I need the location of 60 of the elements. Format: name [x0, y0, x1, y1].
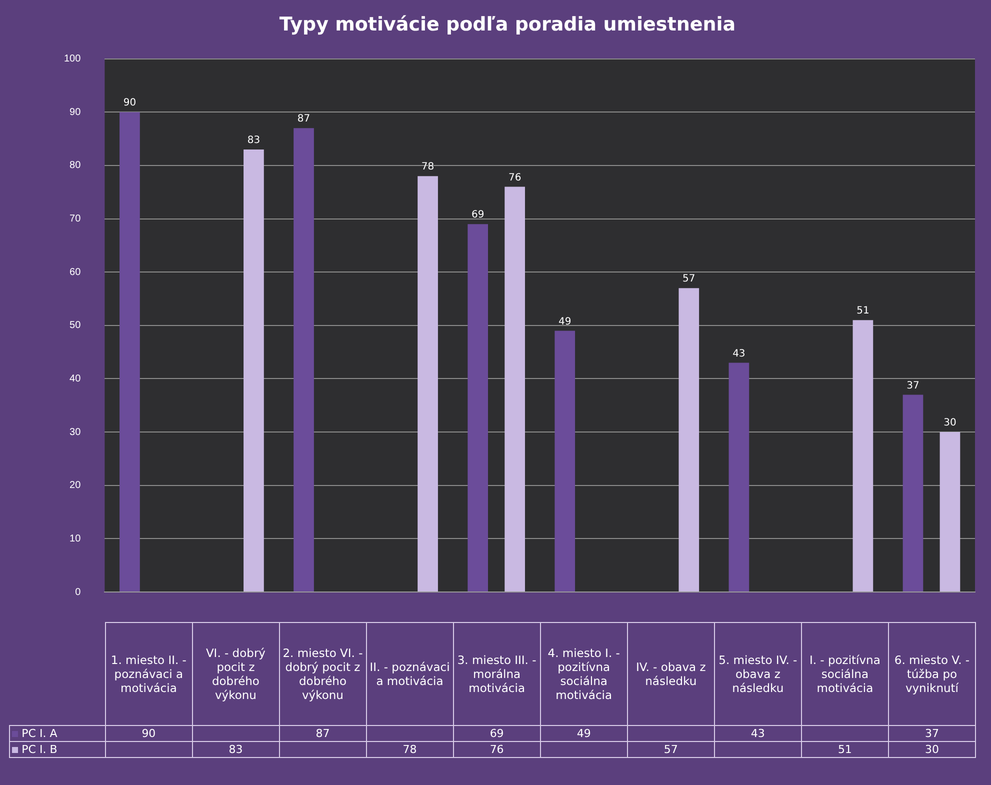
y-tick-label: 40: [70, 373, 82, 384]
text: 51: [801, 742, 888, 758]
text: 49: [540, 726, 628, 742]
bar: [418, 176, 438, 592]
x-tick-label: VI. - dobrý pocit z dobrého výkonu: [192, 622, 280, 726]
data-label: 49: [558, 316, 572, 328]
data-label: 43: [732, 348, 746, 360]
data-label: 37: [906, 380, 920, 392]
data-label: 69: [471, 210, 484, 221]
x-tick-label: 3. miesto III. - morálna motivácia: [453, 622, 540, 726]
legend-label: PC I. A: [9, 726, 106, 742]
data-label: 78: [421, 162, 434, 173]
bar: [294, 128, 314, 592]
text: 78: [366, 742, 454, 758]
data-label: 83: [247, 135, 260, 146]
data-label: 51: [856, 306, 870, 317]
x-tick-label: 1. miesto II. - poznávaci a motivácia: [105, 622, 192, 726]
data-label: 30: [944, 418, 956, 429]
legend-label: PC I. B: [9, 742, 106, 758]
x-tick-label: 4. miesto I. - pozitívna sociálna motivácia: [540, 622, 628, 726]
x-tick-label: 5. miesto IV. - obava z následku: [714, 622, 802, 726]
bar: [120, 112, 140, 592]
text: 43: [714, 726, 802, 742]
x-tick-label: 2. miesto VI. - dobrý pocit z dobrého výkonu: [279, 622, 366, 726]
data-label: 57: [682, 274, 696, 285]
y-tick-label: 100: [64, 54, 82, 65]
text: 87: [279, 726, 366, 742]
y-tick-label: 20: [70, 480, 82, 492]
y-tick-label: 70: [70, 214, 82, 225]
x-tick-label: 6. miesto V. - túžba po vyniknutí: [888, 622, 976, 726]
y-tick-label: 60: [70, 266, 82, 278]
data-label: 90: [123, 98, 136, 109]
chart-title: Typy motivácie podľa poradia umiestnenia: [279, 13, 736, 36]
text: 76: [453, 742, 540, 758]
bar: [902, 394, 924, 592]
y-tick-label: 50: [70, 320, 82, 332]
text: 83: [192, 742, 280, 758]
data-label: 87: [297, 114, 310, 125]
bar: [728, 362, 750, 592]
text: 69: [453, 726, 540, 742]
bar: [468, 224, 488, 592]
x-tick-label: I. - pozitívna sociálna motivácia: [801, 622, 888, 726]
x-tick-label: II. - poznávaci a motivácia: [366, 622, 454, 726]
y-tick-label: 30: [70, 426, 82, 438]
y-tick-label: 80: [70, 160, 82, 172]
x-tick-label: IV. - obava z následku: [627, 622, 714, 726]
y-tick-label: 0: [75, 586, 82, 598]
text: 90: [105, 726, 192, 742]
bar: [852, 320, 874, 592]
y-tick-label: 10: [70, 533, 82, 544]
data-label: 76: [508, 172, 522, 184]
text: 57: [627, 742, 714, 758]
bar: [554, 330, 576, 592]
text: 37: [888, 726, 976, 742]
bar: [678, 288, 700, 592]
bar: [504, 186, 525, 592]
bar: [244, 149, 264, 592]
bar: [940, 432, 960, 592]
text: 30: [888, 742, 976, 758]
y-tick-label: 90: [70, 106, 82, 118]
